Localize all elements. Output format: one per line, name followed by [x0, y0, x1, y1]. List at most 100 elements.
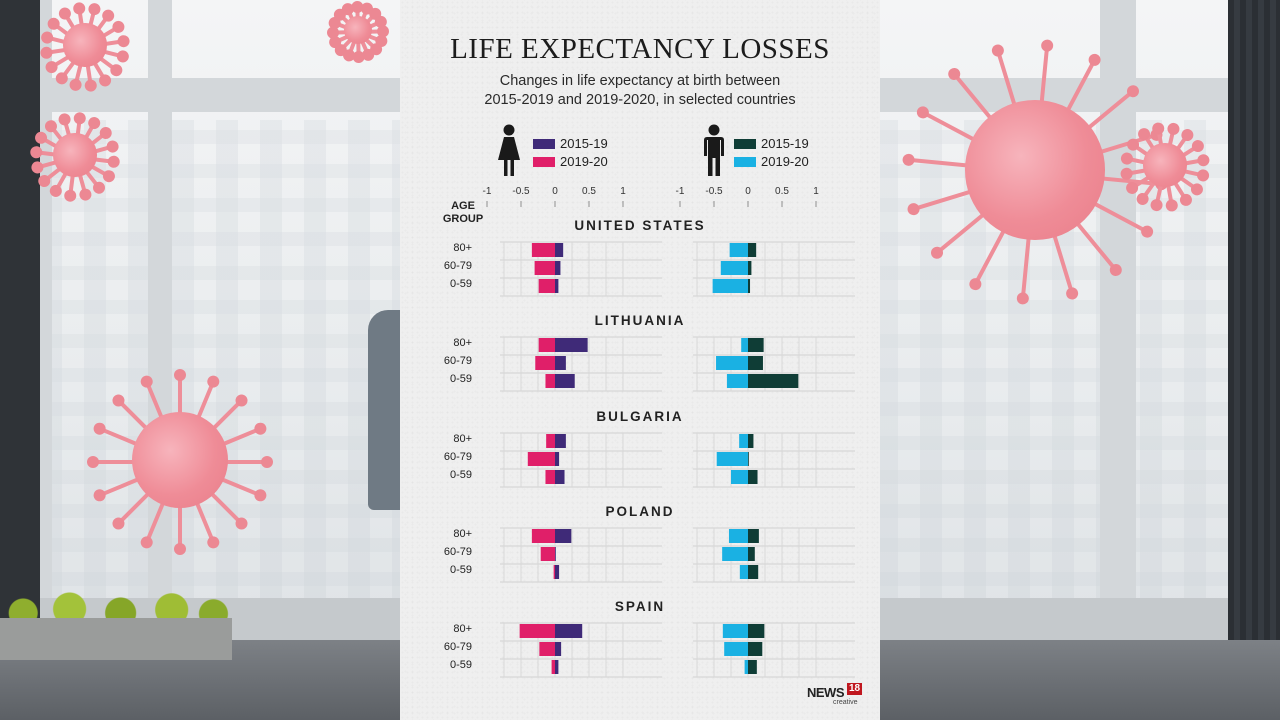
bar-male-2019-20 [712, 279, 748, 293]
x-tick-label: 0.5 [775, 186, 789, 197]
bar-male-2019-20 [731, 470, 748, 484]
age-group-label: 80+ [453, 337, 472, 349]
bar-male-2015-19 [748, 529, 759, 543]
bar-female-2019-20 [534, 261, 555, 275]
bar-female-2019-20 [531, 243, 555, 257]
bar-female-2015-19 [555, 356, 566, 370]
bar-female-2019-20 [538, 338, 555, 352]
bar-male-2019-20 [739, 565, 748, 579]
virus-illustration [40, 0, 130, 90]
bar-male-2019-20 [722, 547, 748, 561]
age-group-label: 80+ [453, 528, 472, 540]
age-group-label: 0-59 [449, 278, 472, 290]
infographic-card: LIFE EXPECTANCY LOSSES Changes in life e… [400, 0, 880, 720]
bar-female-2015-19 [555, 374, 575, 388]
man-icon [704, 124, 724, 176]
bar-female-2015-19 [555, 261, 561, 275]
age-group-header: AGE GROUP [438, 200, 488, 226]
bar-female-2019-20 [546, 434, 555, 448]
bar-female-2015-19 [555, 338, 588, 352]
bar-male-2015-19 [748, 261, 752, 275]
legend-swatch-female-2019-20 [533, 157, 555, 167]
bar-female-2015-19 [555, 243, 564, 257]
virus-core [965, 100, 1105, 240]
bar-male-2019-20 [739, 434, 748, 448]
bar-female-2019-20 [540, 547, 555, 561]
panel-grid [693, 241, 855, 297]
x-tick-label: -0.5 [512, 186, 530, 197]
virus-illustration [30, 110, 120, 200]
bar-female-2019-20 [527, 452, 555, 466]
bar-female-2015-19 [555, 660, 559, 674]
bar-male-2019-20 [741, 338, 748, 352]
bar-male-2019-20 [744, 660, 748, 674]
x-tick-label: 1 [620, 186, 626, 197]
age-header-line: GROUP [442, 213, 484, 225]
logo-brand: NEWS [807, 685, 845, 700]
bar-male-2015-19 [748, 243, 757, 257]
age-group-label: 80+ [453, 433, 472, 445]
bar-male-2019-20 [722, 624, 748, 638]
planter-box [0, 618, 232, 660]
window-frame-mullion-right [1100, 0, 1136, 640]
x-tick-label: -1 [482, 186, 492, 197]
panel-grid [693, 622, 855, 678]
age-group-label: 60-79 [443, 260, 472, 272]
chart-title: LIFE EXPECTANCY LOSSES [450, 33, 830, 65]
country-label: BULGARIA [596, 409, 684, 424]
virus-core [53, 133, 97, 177]
bar-female-2015-19 [555, 642, 562, 656]
bar-female-2019-20 [535, 356, 555, 370]
bar-female-2015-19 [555, 529, 572, 543]
bar-male-2015-19 [748, 452, 749, 466]
bar-female-2019-20 [531, 529, 555, 543]
bar-male-2015-19 [748, 642, 763, 656]
logo-number: 18 [847, 683, 863, 695]
x-tick-label: 0 [745, 186, 751, 197]
bar-male-2015-19 [748, 374, 799, 388]
bar-female-2019-20 [553, 565, 555, 579]
bar-male-2019-20 [720, 261, 748, 275]
legend-label: 2015-19 [560, 136, 608, 151]
bar-male-2019-20 [729, 243, 748, 257]
bar-male-2015-19 [748, 624, 765, 638]
x-tick-label: 1 [813, 186, 819, 197]
bar-male-2019-20 [716, 452, 748, 466]
chart-subtitle: Changes in life expectancy at birth betw… [400, 72, 880, 110]
bar-chart [486, 201, 855, 678]
subtitle-line: Changes in life expectancy at birth betw… [499, 73, 781, 89]
age-group-label: 80+ [453, 242, 472, 254]
country-label: POLAND [605, 504, 675, 519]
legend-swatch-male-2015-19 [734, 139, 756, 149]
bar-female-2019-20 [545, 470, 555, 484]
bar-female-2019-20 [551, 660, 555, 674]
virus-illustration [318, 0, 398, 60]
bar-female-2015-19 [555, 565, 560, 579]
bar-male-2015-19 [748, 434, 754, 448]
virus-illustration [80, 360, 280, 560]
bar-female-2015-19 [555, 434, 566, 448]
panel-grid [500, 432, 662, 488]
country-label: LITHUANIA [594, 313, 686, 328]
subtitle-line: 2015-2019 and 2019-2020, in selected cou… [484, 92, 796, 108]
bar-male-2019-20 [728, 529, 748, 543]
panel-grid [693, 527, 855, 583]
bar-male-2015-19 [748, 279, 751, 293]
panel-grid [500, 241, 662, 297]
curtain [1228, 0, 1280, 640]
country-label: UNITED STATES [574, 218, 706, 233]
virus-illustration [890, 20, 1180, 320]
window-frame-left [40, 0, 52, 640]
woman-icon [498, 124, 520, 176]
virus-core [1143, 143, 1187, 187]
bar-male-2015-19 [748, 565, 759, 579]
bar-female-2019-20 [539, 642, 555, 656]
age-group-label: 60-79 [443, 546, 472, 558]
bar-female-2015-19 [555, 624, 583, 638]
age-group-label: 0-59 [449, 373, 472, 385]
virus-core [343, 15, 373, 45]
legend-label: 2019-20 [560, 154, 608, 169]
bar-female-2019-20 [545, 374, 555, 388]
bar-male-2015-19 [748, 338, 764, 352]
bar-male-2015-19 [748, 470, 758, 484]
